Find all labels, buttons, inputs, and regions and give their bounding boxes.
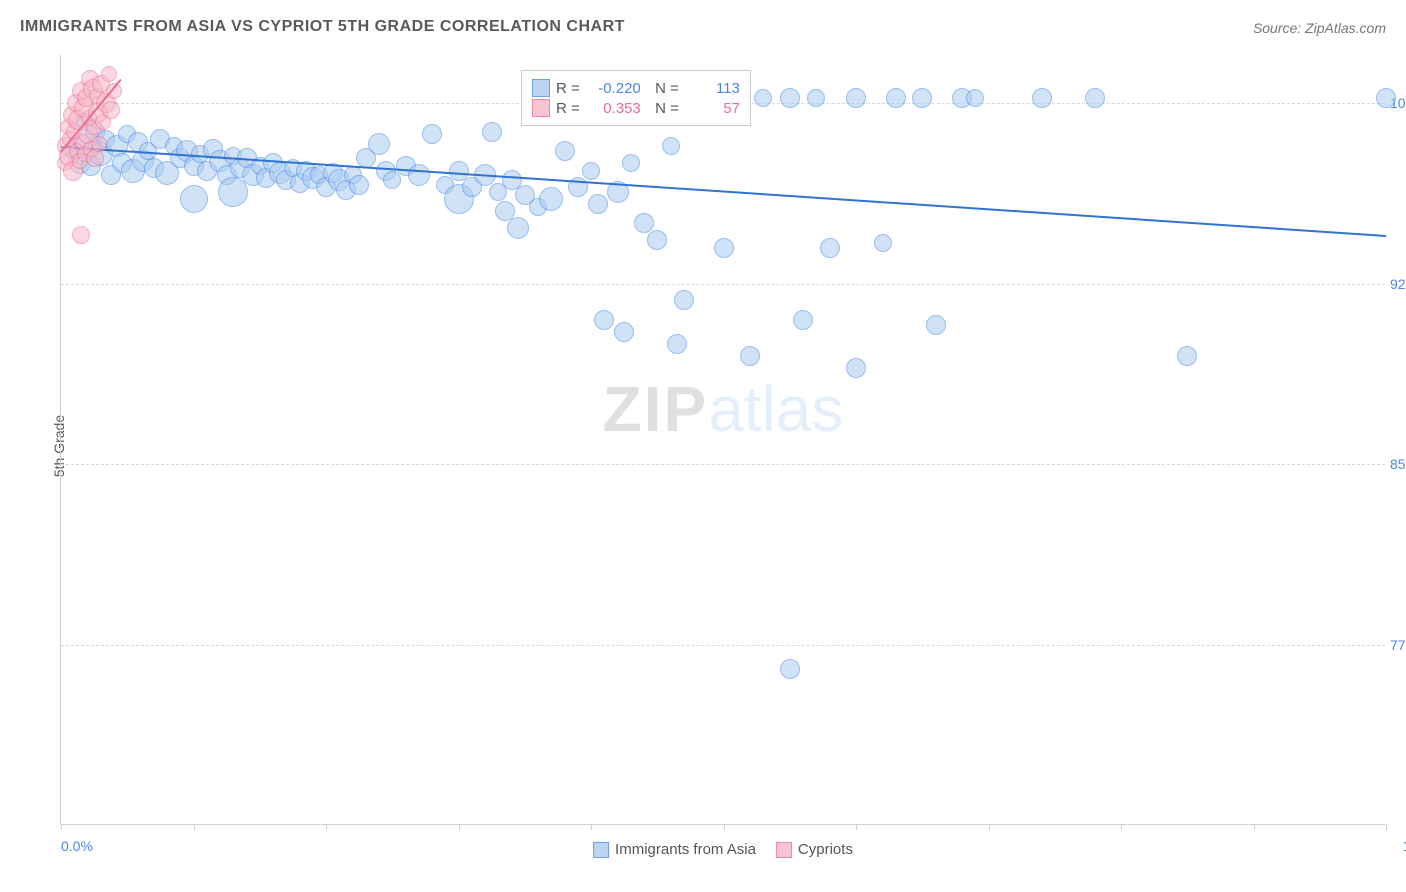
scatter-point	[349, 175, 369, 195]
x-tick-label: 0.0%	[61, 838, 93, 854]
scatter-point	[614, 322, 634, 342]
x-tick	[989, 824, 990, 830]
x-tick	[459, 824, 460, 830]
legend-swatch	[593, 842, 609, 858]
x-tick	[326, 824, 327, 830]
scatter-point	[912, 88, 932, 108]
scatter-point	[1032, 88, 1052, 108]
n-value: 113	[685, 80, 740, 97]
x-tick	[591, 824, 592, 830]
scatter-point	[807, 89, 825, 107]
gridline	[61, 464, 1385, 465]
scatter-point	[102, 101, 120, 119]
correlation-legend: R = -0.220 N = 113R = 0.353 N = 57	[521, 70, 751, 126]
scatter-point	[662, 137, 680, 155]
x-tick	[194, 824, 195, 830]
watermark-atlas: atlas	[708, 373, 843, 445]
scatter-point	[86, 149, 104, 167]
scatter-point	[966, 89, 984, 107]
legend-swatch	[532, 79, 550, 97]
r-label: R =	[556, 100, 580, 117]
scatter-point	[780, 88, 800, 108]
scatter-point	[926, 315, 946, 335]
x-tick	[1386, 824, 1387, 830]
legend-swatch	[776, 842, 792, 858]
scatter-point	[507, 217, 529, 239]
trend-line	[61, 146, 1386, 237]
scatter-point	[594, 310, 614, 330]
r-label: R =	[556, 80, 580, 97]
scatter-point	[846, 88, 866, 108]
scatter-point	[793, 310, 813, 330]
x-tick	[61, 824, 62, 830]
scatter-point	[846, 358, 866, 378]
scatter-point	[714, 238, 734, 258]
x-tick	[724, 824, 725, 830]
scatter-point	[622, 154, 640, 172]
x-tick-label: 100.0%	[1403, 838, 1406, 854]
legend-label: Immigrants from Asia	[615, 841, 756, 858]
n-label: N =	[647, 100, 679, 117]
x-tick	[856, 824, 857, 830]
scatter-point	[1177, 346, 1197, 366]
bottom-legend-item: Immigrants from Asia	[593, 841, 756, 858]
legend-swatch	[532, 99, 550, 117]
x-tick	[1121, 824, 1122, 830]
watermark-zip: ZIP	[603, 373, 709, 445]
scatter-point	[874, 234, 892, 252]
scatter-point	[91, 136, 107, 152]
scatter-point	[482, 122, 502, 142]
y-tick-label: 85.0%	[1390, 456, 1406, 472]
y-tick-label: 77.5%	[1390, 637, 1406, 653]
scatter-point	[1376, 88, 1396, 108]
bottom-legend-item: Cypriots	[776, 841, 853, 858]
scatter-point	[101, 66, 117, 82]
scatter-point	[647, 230, 667, 250]
scatter-point	[555, 141, 575, 161]
scatter-point	[582, 162, 600, 180]
n-label: N =	[647, 80, 679, 97]
scatter-point	[1085, 88, 1105, 108]
scatter-point	[780, 659, 800, 679]
scatter-point	[449, 161, 469, 181]
scatter-point	[383, 171, 401, 189]
scatter-point	[754, 89, 772, 107]
scatter-point	[180, 185, 208, 213]
chart-title: IMMIGRANTS FROM ASIA VS CYPRIOT 5TH GRAD…	[20, 18, 625, 36]
scatter-point	[634, 213, 654, 233]
scatter-point	[72, 226, 90, 244]
scatter-point	[886, 88, 906, 108]
scatter-point	[588, 194, 608, 214]
legend-row: R = 0.353 N = 57	[532, 99, 740, 117]
scatter-point	[674, 290, 694, 310]
y-tick-label: 92.5%	[1390, 276, 1406, 292]
bottom-legend: Immigrants from Asia Cypriots	[593, 841, 853, 858]
scatter-point	[820, 238, 840, 258]
chart-plot-area: ZIPatlas Immigrants from AsiaCypriots 77…	[60, 55, 1385, 825]
source-label: Source: ZipAtlas.com	[1253, 20, 1386, 36]
scatter-point	[408, 164, 430, 186]
gridline	[61, 645, 1385, 646]
legend-label: Cypriots	[798, 841, 853, 858]
x-tick	[1254, 824, 1255, 830]
gridline	[61, 284, 1385, 285]
n-value: 57	[685, 100, 740, 117]
scatter-point	[667, 334, 687, 354]
r-value: -0.220	[586, 80, 641, 97]
scatter-point	[539, 187, 563, 211]
legend-row: R = -0.220 N = 113	[532, 79, 740, 97]
r-value: 0.353	[586, 100, 641, 117]
scatter-point	[740, 346, 760, 366]
scatter-point	[422, 124, 442, 144]
watermark: ZIPatlas	[603, 372, 844, 446]
scatter-point	[368, 133, 390, 155]
